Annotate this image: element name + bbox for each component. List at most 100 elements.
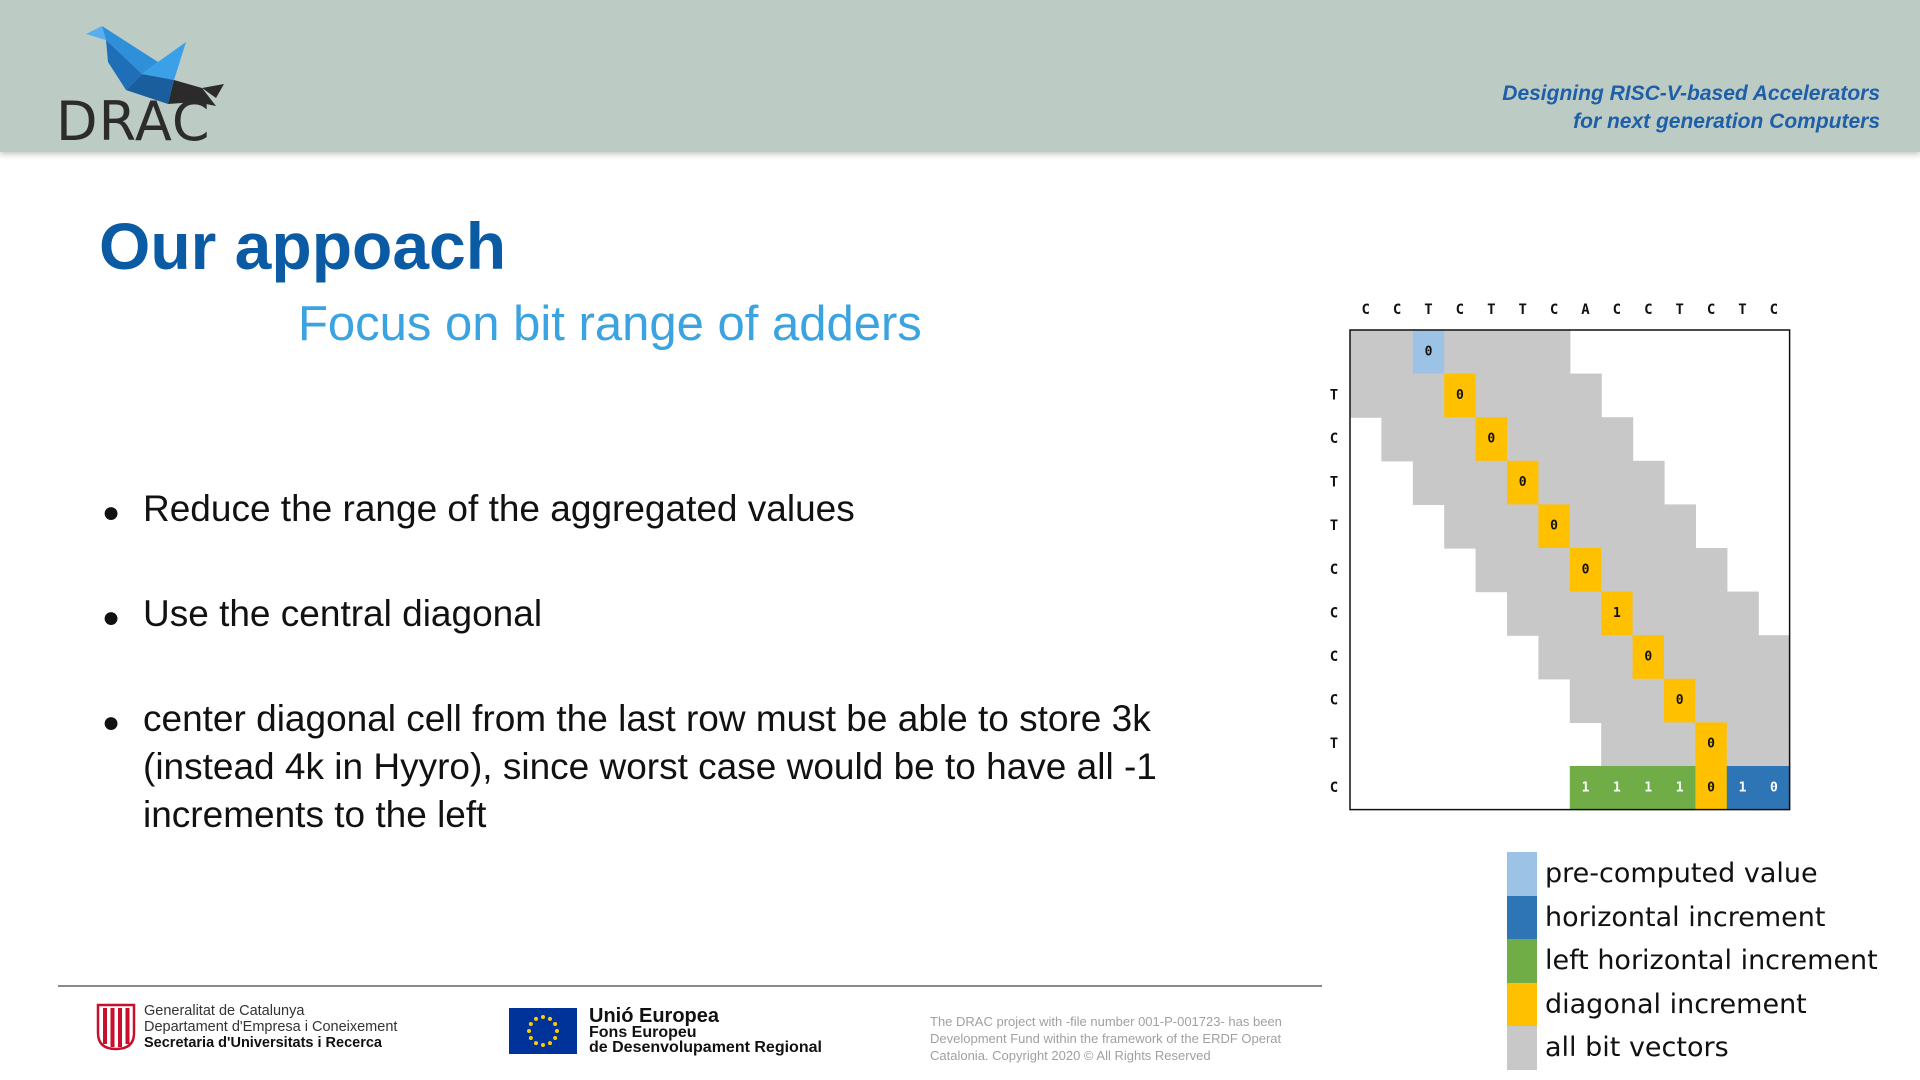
diagonal-value-label: 0 xyxy=(1519,475,1527,490)
bit-vector-cell xyxy=(1381,330,1414,375)
diagonal-increment-cell xyxy=(1601,591,1633,636)
column-label: C xyxy=(1550,302,1558,318)
bit-vector-cell xyxy=(1695,635,1728,680)
bit-vector-cell xyxy=(1538,330,1571,375)
legend-swatch-horizontal xyxy=(1507,895,1537,939)
column-label: C xyxy=(1644,302,1652,318)
diagonal-value-label: 0 xyxy=(1456,388,1464,403)
bit-vector-cell xyxy=(1350,373,1382,418)
tagline-line-2: for next generation Computers xyxy=(1573,110,1880,133)
alignment-matrix: 0 0 0 0 0 0 1 0 0 0 1 1 1 1 0 1 0 C C T C T T C A C C T C T C T C T T C C C C T… xyxy=(1330,302,1791,811)
bit-vector-cell xyxy=(1601,678,1634,723)
bullet-item-1: ● Reduce the range of the aggregated valu… xyxy=(98,485,1278,533)
generalitat-line-3: Secretaria d'Universitats i Recerca xyxy=(144,1035,382,1051)
row-label: T xyxy=(1330,518,1338,534)
eu-star-icon xyxy=(555,1029,559,1033)
eu-line-3: de Desenvolupament Regional xyxy=(589,1039,822,1056)
eu-star-icon xyxy=(541,1043,545,1047)
diagonal-increment-cell xyxy=(1538,504,1570,548)
bit-vector-cell xyxy=(1350,330,1382,375)
bit-vector-cell xyxy=(1507,591,1539,636)
generalitat-line-2: Departament d'Empresa i Coneixement xyxy=(144,1019,398,1035)
diagonal-value-label: 0 xyxy=(1582,562,1590,577)
left-horizontal-cell xyxy=(1569,766,1602,810)
column-label: T xyxy=(1738,302,1746,318)
bit-vector-cell xyxy=(1632,548,1665,593)
logo-text: DRAC xyxy=(56,90,211,153)
bullet-item-3: ● center diagonal cell from the last row … xyxy=(98,695,1278,839)
bullet-item-2: ● Use the central diagonal xyxy=(98,590,1278,638)
bit-vector-cell xyxy=(1381,417,1414,462)
bit-vector-cell xyxy=(1632,504,1665,549)
bit-vector-cell xyxy=(1664,722,1696,767)
diagonal-increment-cell xyxy=(1632,635,1664,679)
last-row-value-label: 1 xyxy=(1739,780,1747,795)
eu-flag-icon xyxy=(509,1008,577,1054)
bullet-text-3: center diagonal cell from the last row m… xyxy=(143,698,1157,835)
column-label: T xyxy=(1424,302,1432,318)
diagonal-increment-cell xyxy=(1695,766,1728,810)
bit-vector-cell xyxy=(1538,460,1571,505)
row-label: T xyxy=(1330,387,1338,403)
bit-vector-cell xyxy=(1726,635,1759,680)
bit-vector-cell xyxy=(1758,722,1791,767)
last-row-value-label: 0 xyxy=(1707,780,1715,795)
generalitat-line-1: Generalitat de Catalunya xyxy=(144,1003,305,1019)
bit-vector-cell xyxy=(1412,460,1445,505)
bullet-dot-icon: ● xyxy=(102,496,121,529)
diagonal-value-label: 1 xyxy=(1613,606,1621,621)
column-label: C xyxy=(1770,302,1778,318)
footer-divider xyxy=(58,985,1322,987)
copyright-line-1: The DRAC project with -file number 001-P… xyxy=(930,1014,1282,1029)
left-horizontal-cell xyxy=(1632,766,1665,810)
diagonal-value-label: 0 xyxy=(1644,650,1652,665)
tagline: Designing RISC-V-based Accelerators for … xyxy=(1502,80,1880,136)
bit-vector-cell xyxy=(1475,373,1508,418)
eu-star-icon xyxy=(528,1036,533,1040)
drac-logo: DRAC xyxy=(56,22,246,153)
eu-text: Unió Europea Fons Europeu de Desenvolupa… xyxy=(589,1006,822,1056)
diagonal-increment-cell xyxy=(1507,460,1539,505)
eu-star-icon xyxy=(528,1022,533,1026)
legend-swatch-diagonal xyxy=(1507,982,1537,1026)
bit-vector-cell xyxy=(1538,373,1571,418)
header-bar: DRAC Designing RISC-V-based Accelerators… xyxy=(0,0,1920,153)
generalitat-text: Generalitat de Catalunya Departament d'E… xyxy=(144,1003,397,1051)
bit-vector-cell xyxy=(1569,635,1602,680)
dragon-icon xyxy=(86,26,224,106)
diagonal-increment-cell xyxy=(1695,722,1727,766)
row-label: C xyxy=(1330,649,1338,665)
eu-star-icon xyxy=(548,1041,552,1046)
bit-vector-cell xyxy=(1601,635,1634,680)
tagline-line-1: Designing RISC-V-based Accelerators xyxy=(1502,82,1880,105)
bit-vector-cell xyxy=(1695,591,1728,636)
copyright-notice: The DRAC project with -file number 001-P… xyxy=(930,1013,1330,1064)
diagonal-increment-cell xyxy=(1569,548,1602,592)
diagonal-increment-cell xyxy=(1475,417,1507,461)
legend-label-all-bits: all bit vectors xyxy=(1545,1032,1729,1063)
footer-eu: Unió Europea Fons Europeu de Desenvolupa… xyxy=(509,1006,822,1059)
pre-computed-cell xyxy=(1412,330,1445,374)
slide-title: Our appoach xyxy=(99,209,507,283)
last-row-value-label: 1 xyxy=(1676,780,1684,795)
bit-vector-cell xyxy=(1507,548,1539,593)
last-row-value-label: 1 xyxy=(1613,780,1621,795)
eu-star-icon xyxy=(541,1015,545,1019)
bit-vector-cell xyxy=(1632,722,1665,767)
bit-vector-cell xyxy=(1726,591,1759,636)
bullet-dot-icon: ● xyxy=(102,706,121,739)
eu-star-icon xyxy=(548,1016,552,1021)
bit-vector-cell xyxy=(1664,548,1696,593)
bit-vector-cell xyxy=(1569,417,1602,462)
bit-vector-cell xyxy=(1632,460,1665,505)
left-horizontal-cell xyxy=(1664,766,1696,810)
bit-vector-cell xyxy=(1507,373,1539,418)
left-horizontal-cell xyxy=(1601,766,1634,810)
column-label: C xyxy=(1456,302,1464,318)
bit-vector-cell xyxy=(1569,678,1602,723)
eu-line-2: Fons Europeu xyxy=(589,1024,697,1041)
bit-vector-cell xyxy=(1726,722,1759,767)
bit-vector-cell xyxy=(1538,548,1571,593)
bit-vector-cell xyxy=(1695,548,1728,593)
legend-swatch-left-horizontal xyxy=(1507,939,1537,983)
